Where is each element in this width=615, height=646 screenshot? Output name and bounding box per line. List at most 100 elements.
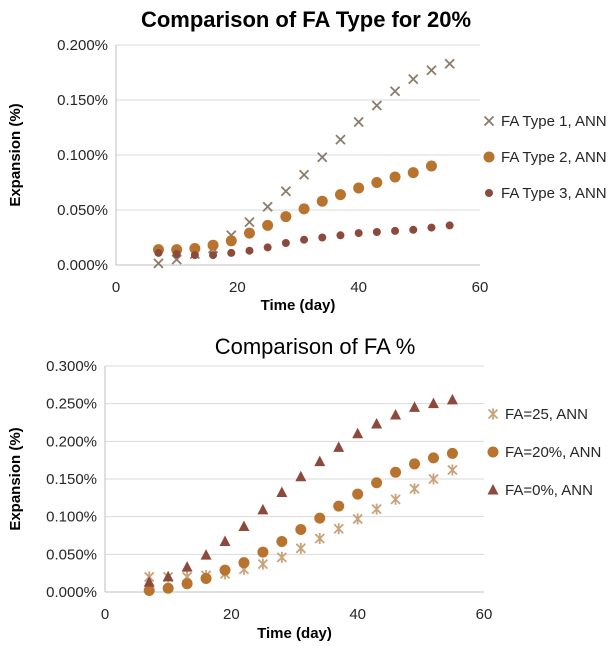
y-tick-label: 0.050%: [46, 546, 97, 563]
data-point: [263, 243, 272, 252]
y-tick-label: 0.000%: [57, 257, 108, 274]
legend-item: FA=20%, ANN: [487, 444, 601, 461]
legend-label: FA=0%, ANN: [505, 482, 593, 499]
data-point: [262, 219, 274, 231]
x-tick-label: 40: [350, 279, 367, 296]
data-point: [333, 500, 345, 512]
data-point: [280, 211, 292, 223]
y-tick-label: 0.300%: [46, 358, 97, 375]
data-point: [162, 582, 174, 594]
data-point: [372, 228, 381, 236]
y-tick-label: 0.250%: [46, 396, 97, 413]
data-point: [389, 171, 401, 183]
data-point: [200, 549, 212, 560]
x-axis-label: Time (day): [261, 297, 336, 314]
series-3: [154, 221, 454, 260]
legend-item: FA Type 1, ANN: [483, 113, 607, 130]
data-point: [352, 488, 364, 500]
data-point: [238, 557, 250, 569]
y-tick-label: 0.200%: [57, 37, 108, 54]
data-point: [390, 408, 402, 420]
data-point: [333, 523, 344, 535]
data-point: [316, 195, 328, 207]
data-point: [353, 116, 364, 128]
y-axis-label: Expansion (%): [7, 427, 24, 530]
legend-label: FA Type 3, ANN: [501, 185, 607, 202]
data-point: [262, 201, 273, 212]
data-point: [181, 578, 193, 590]
data-point: [333, 441, 345, 452]
data-point: [445, 221, 454, 230]
y-axis-label: Expansion (%): [7, 103, 24, 206]
data-point: [181, 561, 193, 572]
data-point: [295, 470, 307, 482]
series-1: [144, 464, 458, 583]
data-point: [298, 203, 310, 215]
y-tick-label: 0.100%: [57, 147, 108, 164]
data-point: [446, 393, 458, 405]
data-point: [371, 177, 383, 188]
series-2: [143, 447, 458, 596]
data-point: [352, 513, 363, 525]
legend-label: FA Type 2, ANN: [501, 149, 607, 166]
chart-1: Comparison of FA Type for 20% 0.000% 0.050…: [7, 7, 607, 314]
data-point: [143, 584, 155, 596]
chart-title: Comparison of FA %: [215, 334, 416, 359]
data-point: [276, 536, 288, 548]
data-point: [162, 570, 174, 582]
data-point: [314, 512, 326, 524]
x-tick-label: 60: [472, 279, 489, 296]
data-point: [427, 397, 439, 409]
data-point: [334, 189, 346, 201]
data-point: [336, 231, 345, 240]
data-point: [335, 134, 346, 145]
data-point: [257, 503, 269, 515]
data-point: [409, 225, 418, 234]
data-point: [227, 248, 236, 257]
data-point: [295, 523, 307, 535]
data-point: [300, 235, 309, 244]
data-point: [219, 535, 231, 547]
data-point: [408, 73, 419, 85]
data-point: [318, 233, 327, 242]
y-tick-label: 0.150%: [57, 92, 108, 109]
data-point: [243, 227, 255, 239]
data-point: [353, 182, 365, 194]
data-point: [391, 226, 400, 235]
x-tick-label: 60: [476, 606, 493, 623]
data-point: [238, 520, 250, 531]
y-tick-label: 0.000%: [46, 584, 97, 601]
data-point: [444, 58, 455, 69]
data-point: [426, 65, 437, 76]
data-point: [225, 235, 237, 247]
data-point: [390, 493, 401, 505]
data-point: [219, 564, 231, 576]
data-point: [427, 452, 439, 464]
data-point: [209, 251, 218, 260]
data-point: [207, 239, 219, 251]
y-tick-label: 0.200%: [46, 433, 97, 450]
data-point: [407, 167, 419, 179]
legend-item: FA=0%, ANN: [487, 482, 593, 499]
data-point: [371, 477, 383, 489]
data-point: [295, 542, 306, 554]
legend-marker: [487, 484, 499, 495]
data-point: [447, 464, 458, 476]
data-point: [314, 455, 326, 467]
data-point: [189, 243, 201, 254]
x-tick-label: 0: [112, 279, 120, 296]
data-point: [276, 551, 288, 563]
series-3: [143, 393, 458, 587]
data-point: [390, 466, 402, 478]
x-tick-label: 20: [223, 606, 240, 623]
data-point: [371, 503, 382, 515]
data-point: [371, 418, 383, 429]
data-point: [281, 239, 290, 247]
data-point: [427, 223, 436, 232]
legend-label: FA Type 1, ANN: [501, 113, 607, 130]
legend-marker: [485, 189, 493, 197]
data-point: [143, 576, 155, 587]
chart-title: Comparison of FA Type for 20%: [141, 7, 471, 32]
data-point: [153, 258, 164, 269]
